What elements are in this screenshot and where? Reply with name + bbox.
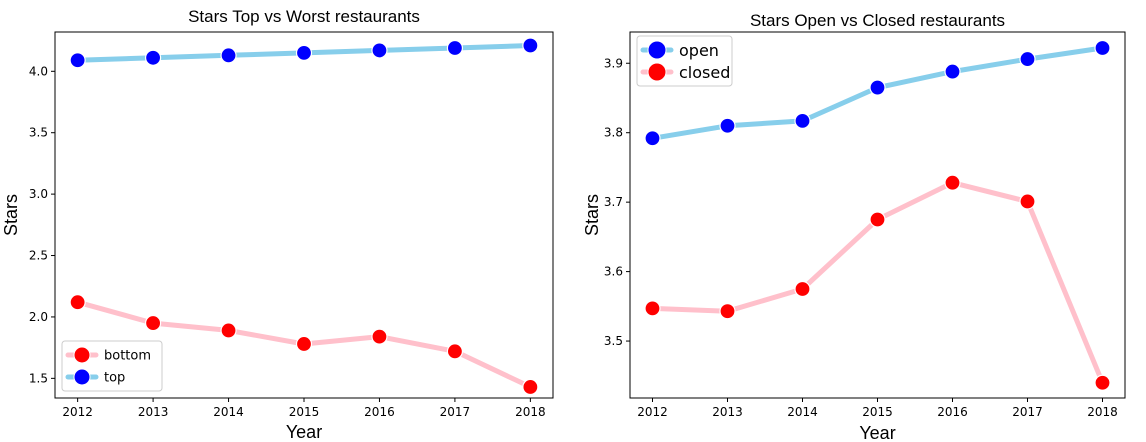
data-point-top [371, 42, 388, 59]
y-tick-label: 3.7 [604, 195, 623, 209]
legend-swatch-marker [647, 62, 667, 82]
y-tick-label: 3.8 [604, 126, 623, 140]
data-point-top [144, 49, 162, 66]
legend-swatch-marker [647, 40, 667, 60]
data-point-open [1019, 50, 1036, 68]
x-tick-label: 2013 [138, 405, 169, 419]
data-point-top [522, 37, 539, 54]
data-point-top [446, 39, 464, 57]
chart-panel-2: Stars Open vs Closed restaurants 2012 2013… [582, 11, 1126, 442]
x-tick-label: 2015 [862, 405, 893, 419]
chart-title: Stars Top vs Worst restaurants [188, 7, 420, 26]
x-tick-label: 2014 [787, 405, 818, 419]
legend-swatch-marker [73, 346, 91, 364]
data-point-open [719, 117, 736, 134]
x-tick-label: 2016 [937, 405, 968, 419]
y-tick-label: 3.9 [604, 56, 623, 70]
y-tick-label: 3.0 [29, 187, 48, 201]
x-axis-label: Year [286, 422, 322, 442]
x-tick-label: 2018 [515, 405, 546, 419]
legend: bottom top [61, 340, 163, 392]
y-tick-label: 4.0 [29, 64, 48, 78]
x-tick-label: 2015 [289, 405, 320, 419]
x-tick-label: 2016 [364, 405, 395, 419]
data-point-bottom [522, 378, 539, 396]
legend-swatch-marker [73, 368, 91, 386]
data-point-open [644, 130, 661, 147]
x-tick-label: 2014 [213, 405, 244, 419]
data-point-bottom [220, 322, 237, 339]
legend-label-bottom: bottom [104, 349, 151, 364]
x-tick-label: 2012 [62, 405, 93, 419]
legend-label-top: top [104, 371, 125, 386]
chart-title: Stars Open vs Closed restaurants [750, 11, 1005, 30]
y-tick-label: 3.5 [604, 334, 623, 348]
data-point-bottom [69, 294, 86, 311]
x-axis-label: Year [859, 423, 895, 442]
x-tick-label: 2017 [1012, 405, 1043, 419]
legend-label-open: open [679, 41, 719, 60]
x-tick-label: 2018 [1087, 405, 1118, 419]
data-point-closed [869, 211, 886, 228]
data-point-closed [794, 280, 811, 298]
legend: open closed [636, 35, 733, 87]
data-point-top [295, 44, 313, 61]
y-axis-label: Stars [582, 194, 602, 236]
data-point-closed [1094, 374, 1111, 391]
x-tick-label: 2013 [712, 405, 743, 419]
data-point-open [869, 79, 886, 96]
y-tick-label: 3.5 [29, 126, 48, 140]
x-tick-label: 2017 [440, 405, 471, 419]
data-point-closed [719, 303, 736, 320]
y-tick-label: 2.0 [29, 310, 48, 324]
data-point-closed [644, 300, 661, 317]
data-point-bottom [144, 314, 162, 332]
data-point-bottom [295, 335, 313, 353]
data-point-open [1094, 39, 1111, 57]
data-point-top [69, 52, 86, 69]
y-axis-label: Stars [1, 194, 21, 236]
chart-panel-1: Stars Top vs Worst restaurants 2012 2013 20… [1, 7, 554, 442]
data-point-top [220, 47, 237, 64]
legend-label-closed: closed [679, 63, 730, 82]
y-tick-label: 1.5 [29, 371, 48, 385]
y-tick-label: 2.5 [29, 249, 48, 263]
x-tick-label: 2012 [637, 405, 668, 419]
data-point-open [794, 112, 811, 129]
y-tick-label: 3.6 [604, 265, 623, 279]
data-point-closed [944, 174, 961, 191]
data-point-bottom [371, 328, 388, 345]
data-point-open [944, 63, 961, 80]
data-point-bottom [446, 343, 464, 360]
data-point-closed [1019, 193, 1036, 210]
